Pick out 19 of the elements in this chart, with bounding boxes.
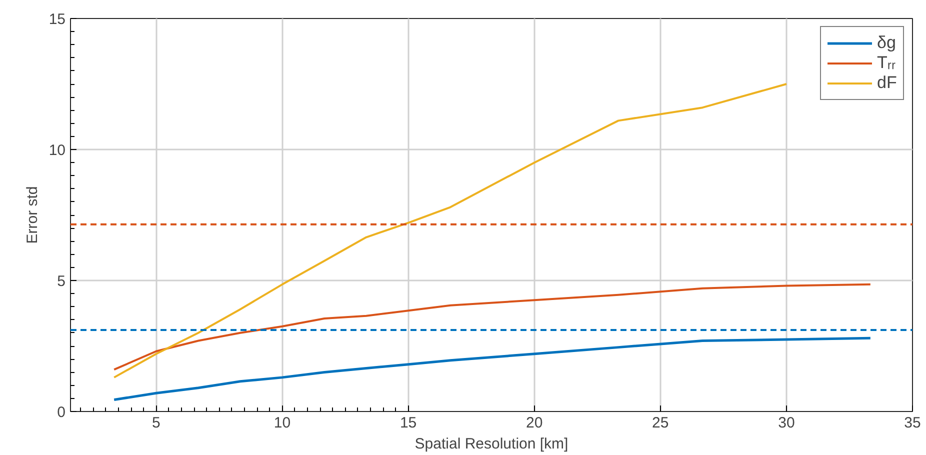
y-axis-title: Error std xyxy=(24,186,41,244)
x-tick-label: 10 xyxy=(274,414,291,432)
x-tick-label: 20 xyxy=(526,414,543,432)
y-tick-label: 10 xyxy=(48,142,66,159)
legend-label: dF xyxy=(877,73,897,93)
x-axis-title: Spatial Resolution [km] xyxy=(414,436,568,452)
x-tick-label: 5 xyxy=(152,414,160,432)
line-series xyxy=(112,336,872,401)
x-tick-label: 15 xyxy=(400,414,417,432)
legend-label: δg xyxy=(877,33,897,53)
line-series xyxy=(113,83,788,378)
legend-label: Tᵣᵣ xyxy=(877,53,897,73)
y-tick-label: 0 xyxy=(57,404,66,421)
y-tick-label: 15 xyxy=(48,11,66,28)
x-tick-label: 35 xyxy=(904,414,921,432)
line-series xyxy=(113,283,872,371)
x-tick-label: 25 xyxy=(652,414,669,432)
y-tick-label: 5 xyxy=(57,273,66,290)
x-tick-label: 30 xyxy=(778,414,795,432)
